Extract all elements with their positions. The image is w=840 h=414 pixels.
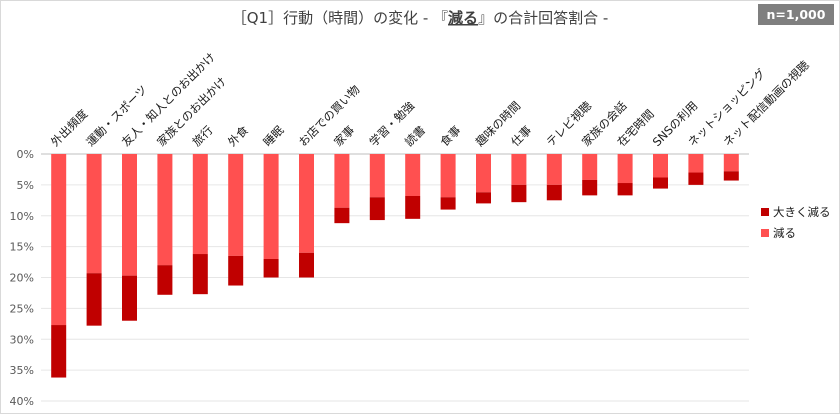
- badge-label: n=1,000: [767, 7, 826, 22]
- bar-segment-decrease: [582, 154, 597, 180]
- bar-segment-greatly-decrease: [228, 256, 243, 286]
- bar-segment-decrease: [688, 154, 703, 173]
- chart-title-part: 』の合計回答割合 -: [478, 9, 608, 27]
- bar-segment-decrease: [51, 154, 66, 325]
- bar-segment-greatly-decrease: [405, 196, 420, 219]
- bar-segment-decrease: [653, 154, 668, 177]
- y-tick-label: 5%: [17, 179, 34, 192]
- bars: [51, 154, 739, 378]
- bar-segment-decrease: [122, 154, 137, 276]
- legend-label: 減る: [773, 226, 796, 240]
- chart-title: ［Q1］行動（時間）の変化 - 『減る』の合計回答割合 -: [232, 9, 609, 27]
- bar-segment-decrease: [193, 154, 208, 254]
- category-label: 睡眠: [260, 123, 287, 150]
- y-tick-label: 30%: [10, 333, 34, 346]
- bar-segment-greatly-decrease: [582, 180, 597, 195]
- legend-swatch: [761, 208, 769, 216]
- legend-swatch: [761, 229, 769, 237]
- y-tick-label: 25%: [10, 302, 34, 315]
- category-label: 運動・スポーツ: [83, 82, 150, 149]
- bar-segment-greatly-decrease: [688, 173, 703, 185]
- bar-segment-greatly-decrease: [87, 273, 102, 325]
- category-label: 旅行: [190, 123, 216, 149]
- gridlines: [41, 154, 749, 401]
- bar-segment-decrease: [547, 154, 562, 185]
- y-tick-label: 20%: [10, 272, 34, 285]
- bar-segment-decrease: [87, 154, 102, 273]
- bar-segment-greatly-decrease: [618, 183, 633, 195]
- y-tick-label: 35%: [10, 364, 34, 377]
- category-label: 家事: [331, 123, 357, 149]
- chart-title-emphasis: 減る: [448, 9, 478, 27]
- bar-segment-decrease: [441, 154, 456, 197]
- bar-segment-greatly-decrease: [193, 254, 208, 294]
- bar-segment-greatly-decrease: [547, 185, 562, 200]
- bar-segment-greatly-decrease: [334, 208, 349, 223]
- bar-segment-decrease: [618, 154, 633, 183]
- bar-segment-greatly-decrease: [264, 259, 279, 278]
- category-label: 外出頻度: [48, 106, 91, 149]
- bar-segment-greatly-decrease: [653, 177, 668, 188]
- bar-segment-decrease: [405, 154, 420, 196]
- category-label: 食事: [437, 123, 463, 149]
- y-tick-label: 40%: [10, 395, 34, 408]
- sample-size-badge: n=1,000: [758, 4, 834, 25]
- bar-segment-greatly-decrease: [476, 192, 491, 203]
- y-axis-ticks: 0% 5% 10% 15% 20% 25% 30% 35% 40%: [10, 148, 34, 408]
- legend-label: 大きく減る: [773, 205, 831, 219]
- bar-segment-greatly-decrease: [370, 197, 385, 220]
- bar-segment-decrease: [724, 154, 739, 171]
- category-label: 仕事: [508, 123, 534, 149]
- bar-segment-greatly-decrease: [724, 171, 739, 180]
- y-tick-label: 10%: [10, 210, 34, 223]
- chart-title-group: ［Q1］行動（時間）の変化 - 『減る』の合計回答割合 -: [232, 9, 609, 27]
- bar-segment-greatly-decrease: [51, 325, 66, 377]
- category-label: 読書: [402, 123, 428, 149]
- category-label: お店での買い物: [296, 82, 363, 149]
- bar-segment-greatly-decrease: [122, 276, 137, 321]
- bar-segment-decrease: [370, 154, 385, 197]
- category-label: 外食: [225, 123, 252, 150]
- bar-segment-decrease: [476, 154, 491, 192]
- bar-segment-greatly-decrease: [441, 197, 456, 209]
- bar-segment-decrease: [157, 154, 172, 265]
- bar-segment-greatly-decrease: [299, 253, 314, 278]
- bar-segment-decrease: [334, 154, 349, 208]
- bar-segment-greatly-decrease: [157, 265, 172, 295]
- bar-segment-decrease: [264, 154, 279, 259]
- bar-segment-decrease: [511, 154, 526, 185]
- bar-segment-decrease: [299, 154, 314, 253]
- bar-segment-decrease: [228, 154, 243, 256]
- y-tick-label: 15%: [10, 241, 34, 254]
- y-tick-label: 0%: [17, 148, 34, 161]
- bar-segment-greatly-decrease: [511, 185, 526, 202]
- chart-title-part: ［Q1］行動（時間）の変化 - 『: [232, 9, 448, 27]
